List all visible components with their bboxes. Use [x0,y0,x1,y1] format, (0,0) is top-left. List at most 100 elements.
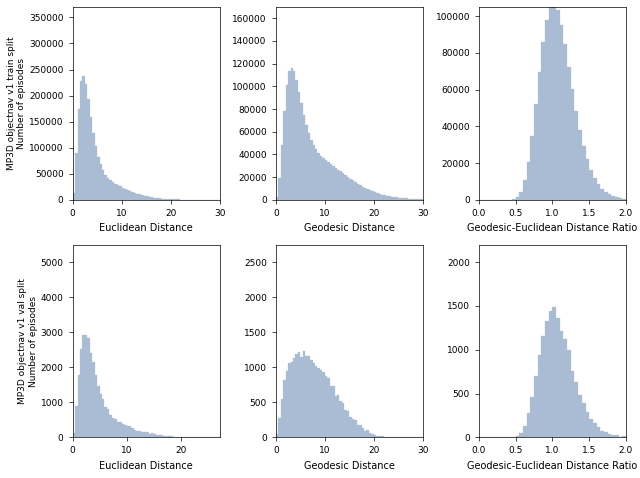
Bar [520,433,523,437]
Bar [548,7,552,200]
Bar [95,146,97,200]
Bar [520,192,523,200]
Bar [102,400,104,437]
Bar [171,436,173,437]
Bar [134,430,136,437]
Bar [369,190,371,200]
X-axis label: Geodesic-Euclidean Distance Ratio: Geodesic-Euclidean Distance Ratio [467,461,637,471]
Bar [156,435,158,437]
Bar [401,198,403,200]
Bar [124,189,127,200]
Bar [104,174,107,200]
Bar [545,321,548,437]
Bar [141,195,143,200]
Bar [352,419,354,437]
Bar [317,368,320,437]
Bar [376,435,379,437]
Bar [115,419,116,437]
Bar [298,92,300,200]
Bar [362,428,364,437]
Bar [109,180,112,200]
Bar [386,436,388,437]
Bar [276,434,278,437]
Bar [541,337,545,437]
Bar [283,380,285,437]
Bar [578,395,582,437]
Bar [139,195,141,200]
Bar [85,84,87,200]
Bar [337,395,339,437]
Bar [571,89,575,200]
Bar [300,103,303,200]
Bar [317,153,320,200]
Bar [131,192,134,200]
Bar [83,336,85,437]
Bar [129,191,131,200]
Bar [354,420,356,437]
Bar [104,407,107,437]
Bar [534,104,538,200]
Bar [359,425,362,437]
Bar [371,435,374,437]
Bar [154,434,156,437]
Bar [73,193,75,200]
Bar [381,436,383,437]
Bar [622,436,626,437]
Bar [100,164,102,200]
Bar [398,198,401,200]
Y-axis label: MP3D objectnav v1 train split
Number of episodes: MP3D objectnav v1 train split Number of … [7,37,26,170]
Bar [622,198,626,200]
Bar [374,192,376,200]
Bar [151,197,154,200]
Bar [75,153,77,200]
Bar [545,20,548,200]
Bar [560,331,563,437]
Bar [563,44,567,200]
Bar [571,371,575,437]
Bar [342,173,344,200]
Bar [80,349,83,437]
Bar [615,435,619,437]
Bar [119,186,122,200]
X-axis label: Geodesic Distance: Geodesic Distance [304,461,395,471]
Bar [611,435,615,437]
Bar [119,422,122,437]
Bar [320,370,323,437]
Y-axis label: MP3D objectnav v1 val split
Number of episodes: MP3D objectnav v1 val split Number of ep… [19,278,38,404]
Bar [146,196,148,200]
Bar [349,417,352,437]
Bar [124,425,127,437]
Bar [527,413,531,437]
Bar [146,432,148,437]
Bar [281,145,283,200]
Bar [337,170,339,200]
Bar [291,67,293,200]
Bar [75,406,77,437]
Bar [332,166,335,200]
Bar [335,168,337,200]
Bar [175,199,178,200]
Bar [80,81,83,200]
X-axis label: Geodesic Distance: Geodesic Distance [304,223,395,233]
Bar [596,427,600,437]
Bar [288,71,291,200]
Bar [283,111,285,200]
Bar [560,25,563,200]
Bar [552,4,556,200]
Bar [330,386,332,437]
Bar [523,426,527,437]
Bar [148,434,151,437]
Bar [161,435,163,437]
Bar [582,146,586,200]
Bar [315,150,317,200]
Bar [349,179,352,200]
Bar [578,130,582,200]
Bar [323,371,324,437]
Bar [158,198,161,200]
Bar [418,199,420,200]
Bar [73,433,75,437]
Bar [278,418,281,437]
Bar [332,386,335,437]
Bar [582,402,586,437]
Bar [122,424,124,437]
